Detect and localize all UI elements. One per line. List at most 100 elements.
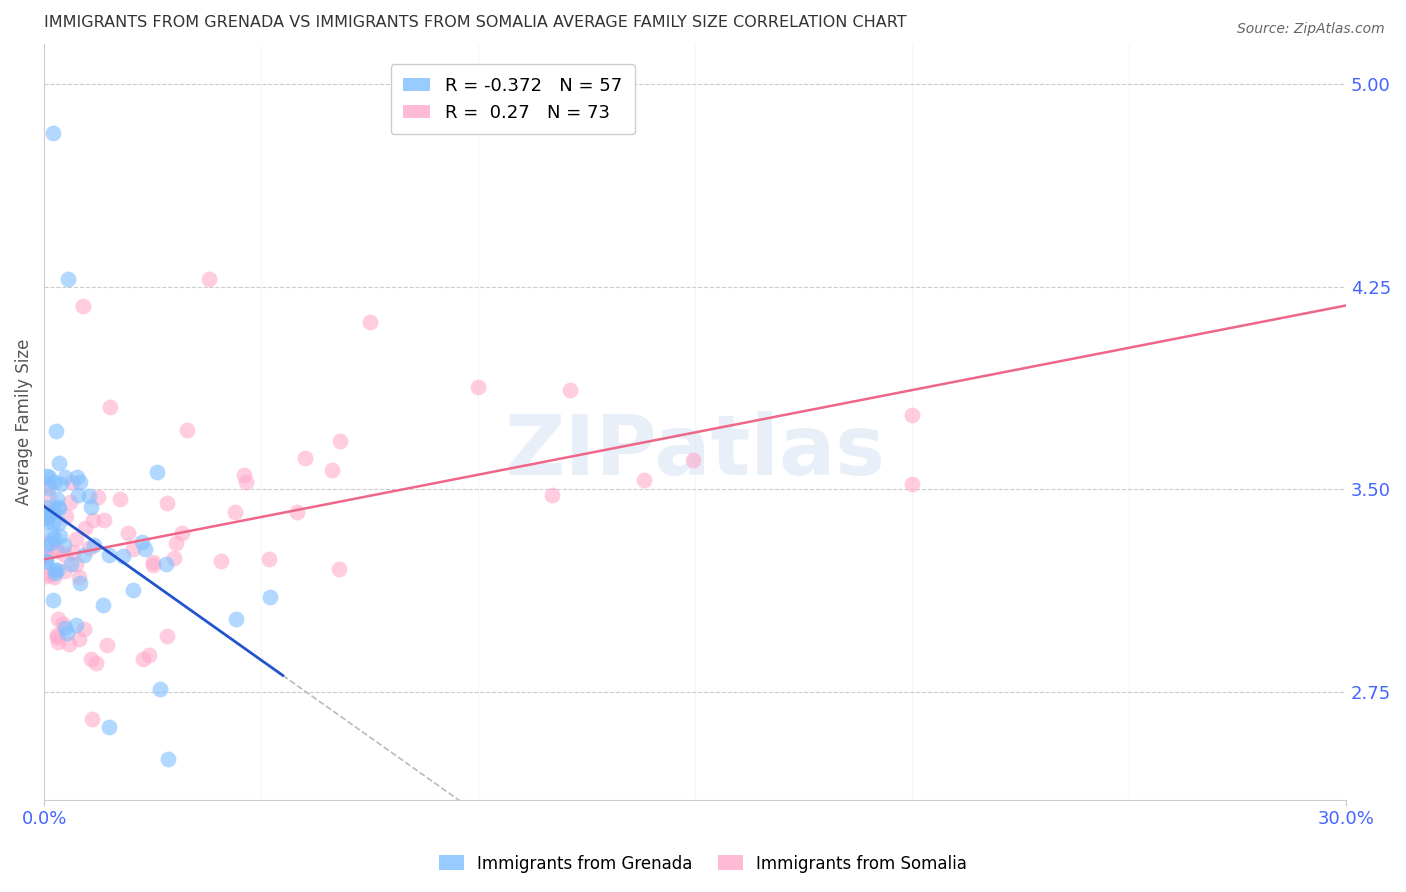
Point — [42, 570, 65, 584]
Point — [328, 562, 350, 576]
Y-axis label: Average Family Size: Average Family Size — [15, 338, 32, 505]
Point — [111, 549, 134, 563]
Point — [633, 473, 655, 487]
Point — [53, 470, 76, 484]
Point — [59, 495, 82, 509]
Point — [35, 549, 58, 563]
Point — [41, 592, 63, 607]
Point — [52, 564, 75, 578]
Point — [52, 616, 75, 631]
Point — [156, 496, 179, 510]
Legend: Immigrants from Grenada, Immigrants from Somalia: Immigrants from Grenada, Immigrants from… — [433, 848, 973, 880]
Point — [72, 299, 94, 313]
Point — [682, 453, 704, 467]
Point — [46, 543, 69, 558]
Point — [46, 635, 69, 649]
Point — [558, 384, 581, 398]
Point — [170, 526, 193, 541]
Point — [35, 510, 58, 524]
Point — [45, 543, 67, 558]
Point — [35, 554, 58, 568]
Point — [69, 475, 91, 489]
Point — [132, 652, 155, 666]
Point — [84, 657, 107, 671]
Point — [67, 569, 90, 583]
Point — [67, 632, 90, 647]
Point — [294, 450, 316, 465]
Point — [359, 315, 381, 329]
Point — [65, 618, 87, 632]
Point — [41, 526, 63, 541]
Point — [35, 500, 58, 515]
Point — [35, 549, 58, 564]
Point — [98, 549, 121, 563]
Point — [53, 538, 76, 552]
Point — [46, 628, 69, 642]
Point — [233, 467, 256, 482]
Point — [38, 469, 60, 483]
Point — [44, 563, 66, 577]
Point — [45, 424, 67, 438]
Point — [38, 534, 60, 549]
Point — [321, 463, 343, 477]
Point — [35, 554, 58, 568]
Point — [42, 505, 65, 519]
Point — [257, 552, 280, 566]
Point — [209, 554, 232, 568]
Point — [80, 500, 103, 514]
Point — [80, 712, 103, 726]
Legend: R = -0.372   N = 57, R =  0.27   N = 73: R = -0.372 N = 57, R = 0.27 N = 73 — [391, 64, 634, 135]
Point — [467, 379, 489, 393]
Point — [48, 516, 70, 530]
Point — [165, 536, 187, 550]
Point — [45, 563, 67, 577]
Point — [146, 465, 169, 479]
Point — [138, 648, 160, 662]
Point — [35, 511, 58, 525]
Point — [46, 630, 69, 644]
Point — [198, 271, 221, 285]
Point — [39, 566, 62, 581]
Point — [35, 515, 58, 529]
Point — [98, 720, 121, 734]
Point — [82, 513, 104, 527]
Text: Source: ZipAtlas.com: Source: ZipAtlas.com — [1237, 22, 1385, 37]
Point — [121, 541, 143, 556]
Point — [66, 470, 89, 484]
Point — [96, 638, 118, 652]
Point — [42, 531, 65, 545]
Point — [77, 489, 100, 503]
Point — [541, 488, 564, 502]
Point — [37, 481, 59, 495]
Point — [73, 622, 96, 636]
Point — [91, 598, 114, 612]
Point — [75, 521, 97, 535]
Point — [44, 566, 66, 580]
Point — [73, 548, 96, 562]
Point — [134, 542, 156, 557]
Point — [80, 651, 103, 665]
Point — [83, 538, 105, 552]
Point — [42, 516, 65, 530]
Point — [108, 491, 131, 506]
Point — [65, 557, 87, 571]
Point — [156, 629, 179, 643]
Text: ZIPatlas: ZIPatlas — [505, 411, 886, 492]
Point — [35, 569, 58, 583]
Point — [156, 752, 179, 766]
Point — [117, 525, 139, 540]
Point — [42, 126, 65, 140]
Point — [56, 626, 79, 640]
Point — [142, 555, 165, 569]
Point — [93, 513, 115, 527]
Point — [35, 538, 58, 552]
Point — [65, 532, 87, 546]
Point — [901, 408, 924, 422]
Point — [44, 475, 66, 489]
Point — [149, 682, 172, 697]
Point — [259, 590, 281, 604]
Point — [48, 501, 70, 516]
Point — [69, 575, 91, 590]
Text: IMMIGRANTS FROM GRENADA VS IMMIGRANTS FROM SOMALIA AVERAGE FAMILY SIZE CORRELATI: IMMIGRANTS FROM GRENADA VS IMMIGRANTS FR… — [44, 15, 907, 30]
Point — [35, 469, 58, 483]
